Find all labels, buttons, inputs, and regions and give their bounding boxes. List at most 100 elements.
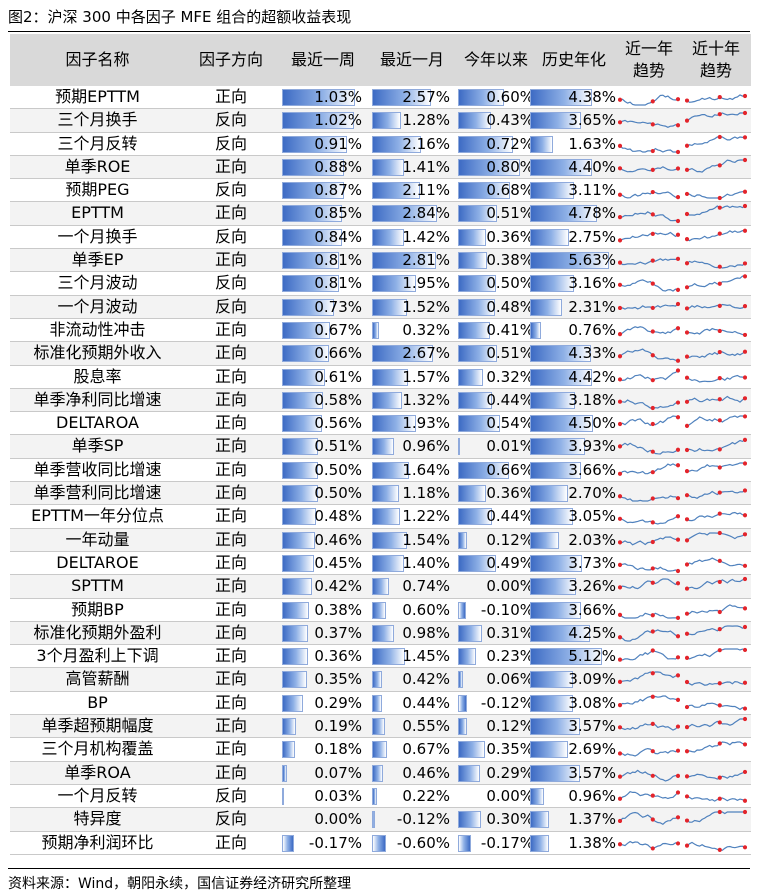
trend-10y-sparkline xyxy=(684,134,748,155)
trend-10y-sparkline xyxy=(684,600,748,621)
bottom-rule xyxy=(8,868,750,869)
ytd-cell: 0.36% xyxy=(458,482,536,504)
sparkline-marker xyxy=(650,422,655,427)
week-value: 0.84% xyxy=(314,227,362,246)
factor-name: 三个月换手 xyxy=(57,110,138,130)
week-value: 0.87% xyxy=(314,181,362,200)
sparkline-marker xyxy=(675,123,681,128)
week-value: 0.51% xyxy=(314,437,362,456)
data-bar xyxy=(458,321,490,339)
factor-direction: 正向 xyxy=(214,832,247,852)
data-bar xyxy=(372,228,405,246)
sparkline-path xyxy=(619,629,679,642)
sparkline-marker xyxy=(742,577,748,582)
header-factor-direction: 因子方向 xyxy=(198,50,263,69)
factor-direction: 正向 xyxy=(214,366,247,386)
sparkline-marker xyxy=(742,513,748,518)
week-cell: 0.19% xyxy=(282,715,364,737)
month-value: 0.96% xyxy=(402,437,450,456)
month-cell: -0.12% xyxy=(372,808,452,830)
ytd-value: 0.23% xyxy=(486,647,534,666)
sparkline-marker xyxy=(650,377,655,382)
annual-value: 3.66% xyxy=(568,600,616,619)
sparkline-path xyxy=(619,695,679,706)
sparkline-marker xyxy=(650,190,655,195)
sparkline-marker xyxy=(684,537,690,543)
factor-direction: 正向 xyxy=(214,646,247,666)
factor-direction: 正向 xyxy=(214,319,247,339)
sparkline-path xyxy=(686,557,746,567)
annual-cell: 2.75% xyxy=(530,226,618,248)
factor-direction: 正向 xyxy=(214,87,247,106)
table-row: 三个月机构覆盖 正向 0.18% 0.67% 0.35% 2.69% xyxy=(10,738,751,762)
week-value: 1.03% xyxy=(314,88,362,106)
sparkline-marker xyxy=(742,414,748,419)
data-bar xyxy=(372,694,382,712)
data-bar xyxy=(372,112,402,130)
trend-1y-sparkline xyxy=(617,530,681,551)
sparkline-marker xyxy=(650,212,655,217)
sparkline-marker xyxy=(617,471,623,476)
annual-value: 0.76% xyxy=(568,320,616,339)
sparkline-marker xyxy=(675,748,681,754)
month-cell: 0.60% xyxy=(372,599,452,621)
sparkline-marker xyxy=(650,520,655,525)
sparkline-path xyxy=(619,303,679,310)
week-value: 0.07% xyxy=(314,763,362,782)
sparkline-marker xyxy=(675,97,681,102)
data-bar xyxy=(372,834,386,852)
sparkline-marker xyxy=(675,773,681,778)
factor-name: 一个月换手 xyxy=(57,226,138,246)
annual-value: 4.42% xyxy=(568,367,616,386)
sparkline-path xyxy=(619,649,679,661)
month-value: 0.42% xyxy=(402,670,450,689)
sparkline-path xyxy=(619,211,679,223)
month-cell: 1.95% xyxy=(372,272,452,294)
trend-10y-sparkline xyxy=(684,763,748,784)
annual-cell: 3.08% xyxy=(530,692,618,714)
factor-name: 3个月盈利上下调 xyxy=(36,646,159,666)
data-bar xyxy=(372,182,420,200)
trend-10y-sparkline xyxy=(684,436,748,457)
month-cell: 0.98% xyxy=(372,622,452,644)
sparkline-path xyxy=(686,648,746,660)
sparkline-marker xyxy=(617,238,623,243)
data-bar xyxy=(530,252,609,270)
data-bar xyxy=(530,485,568,503)
annual-cell: 4.40% xyxy=(530,156,618,178)
sparkline-path xyxy=(619,166,679,173)
ytd-value: 0.48% xyxy=(486,297,534,316)
table-row: 三个月换手 反向 1.02% 1.28% 0.43% 3.65% xyxy=(10,109,751,133)
data-bar xyxy=(282,834,295,852)
trend-10y-sparkline xyxy=(684,157,748,178)
data-bar xyxy=(372,135,422,153)
annual-cell: 4.78% xyxy=(530,202,618,224)
factor-name: 单季ROE xyxy=(64,156,131,176)
sparkline-marker xyxy=(650,817,655,822)
sparkline-marker xyxy=(742,647,748,653)
month-value: 1.45% xyxy=(402,647,450,666)
month-cell: 0.74% xyxy=(372,575,452,597)
sparkline-marker xyxy=(650,721,655,726)
sparkline-marker xyxy=(675,358,681,364)
data-bar xyxy=(372,438,394,456)
week-value: 0.37% xyxy=(314,623,362,642)
sparkline-marker xyxy=(717,609,722,614)
month-value: 0.67% xyxy=(402,740,450,759)
sparkline-marker xyxy=(675,195,681,200)
ytd-cell: 0.60% xyxy=(458,86,536,108)
data-bar xyxy=(458,228,486,246)
annual-value: 4.38% xyxy=(568,88,616,106)
data-bar xyxy=(458,415,500,433)
factor-direction: 正向 xyxy=(214,506,247,526)
sparkline-marker xyxy=(650,450,655,455)
month-value: 0.32% xyxy=(402,320,450,339)
data-bar xyxy=(530,671,574,689)
month-cell: 0.46% xyxy=(372,762,452,784)
sparkline-marker xyxy=(717,94,722,100)
ytd-value: 0.38% xyxy=(486,251,534,270)
data-bar xyxy=(282,182,344,200)
ytd-value: 0.12% xyxy=(486,530,534,549)
data-bar xyxy=(282,554,314,572)
sparkline-path xyxy=(686,135,745,146)
